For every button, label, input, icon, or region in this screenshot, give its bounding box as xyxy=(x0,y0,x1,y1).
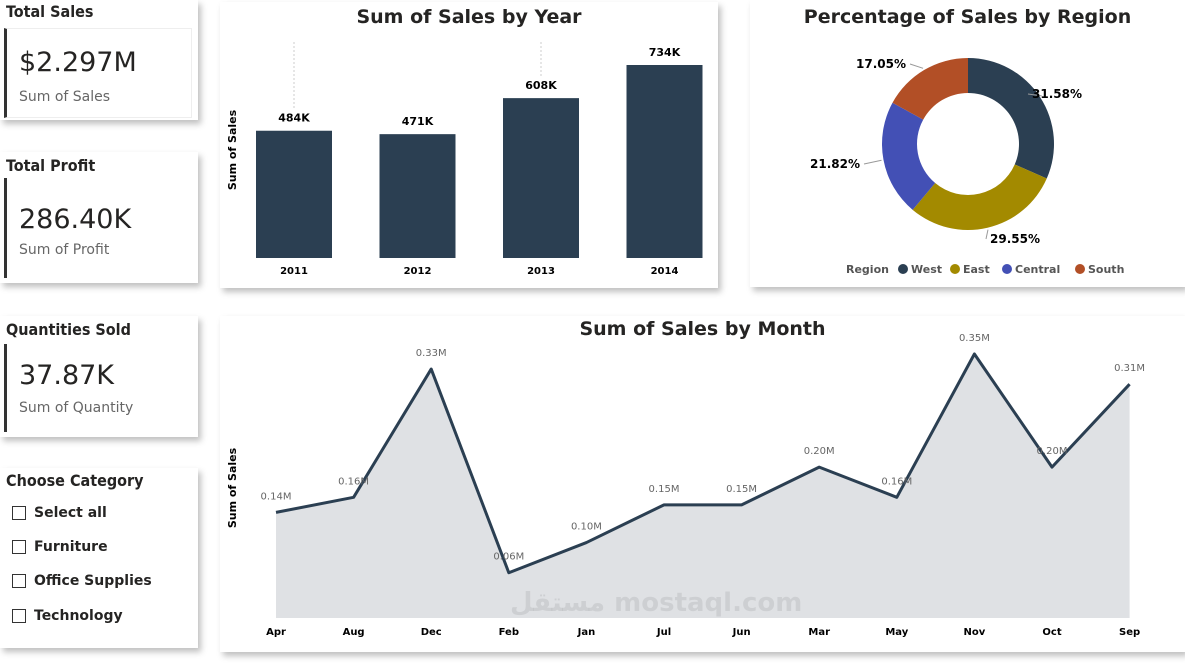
chart-title: Percentage of Sales by Region xyxy=(803,6,1132,28)
kpi-label: Sum of Profit xyxy=(19,242,110,258)
data-label: 17.05% xyxy=(856,57,906,71)
x-tick-label: Sep xyxy=(1119,627,1140,638)
slicer-item-office-supplies[interactable]: Office Supplies xyxy=(12,573,152,589)
legend-item: West xyxy=(911,263,942,276)
bar-2011 xyxy=(256,130,332,258)
kpi-value: $2.297M xyxy=(19,47,137,78)
x-tick-label: Jan xyxy=(577,627,596,638)
item-label: Technology xyxy=(34,608,123,624)
x-tick-label: Jul xyxy=(656,627,671,638)
kpi-value: 286.40K xyxy=(19,204,132,235)
kpi-title: Total Sales xyxy=(6,2,94,21)
slice-East xyxy=(912,164,1047,231)
data-label: 0.31M xyxy=(1114,363,1145,374)
legend-marker xyxy=(1075,264,1085,274)
legend-item: South xyxy=(1088,263,1124,276)
x-tick-label: Aug xyxy=(343,627,365,638)
leader-line xyxy=(863,159,882,165)
data-label: 471K xyxy=(402,115,434,128)
chart-title: Sum of Sales by Year xyxy=(356,6,582,28)
data-label: 0.16M xyxy=(338,476,369,487)
data-label: 484K xyxy=(278,112,310,125)
data-label: 0.15M xyxy=(726,484,757,495)
x-tick-label: 2013 xyxy=(527,266,555,277)
total-profit-card: Total Profit 286.40K Sum of Profit xyxy=(0,152,198,283)
item-label: Furniture xyxy=(34,539,108,555)
item-label: Select all xyxy=(34,505,107,521)
data-label: 0.35M xyxy=(959,333,990,344)
x-tick-label: Apr xyxy=(266,627,286,638)
donut-plot: 31.58% 29.55% 21.82% 17.05% Region West East Ce… xyxy=(810,57,1124,276)
data-label: 0.33M xyxy=(416,348,447,359)
watermark: مستقل mostaql.com xyxy=(510,588,803,618)
bar-2014 xyxy=(626,65,703,258)
x-tick-label: Mar xyxy=(808,627,830,638)
x-tick-label: 2014 xyxy=(651,266,679,277)
category-slicer: Choose Category Select all Furniture Off… xyxy=(0,468,198,648)
slice-South xyxy=(892,58,968,120)
area-fill xyxy=(276,354,1130,618)
slicer-item-furniture[interactable]: Furniture xyxy=(12,539,108,555)
checkbox[interactable] xyxy=(12,609,26,623)
item-label: Office Supplies xyxy=(34,573,152,589)
checkbox[interactable] xyxy=(12,574,26,588)
slicer-title: Choose Category xyxy=(6,471,144,490)
area-plot: Sum of Sales 0.14M Apr 0.16M Aug 0.33M Dec 0.0… xyxy=(226,333,1145,638)
total-sales-card: Total Sales $2.297M Sum of Sales xyxy=(0,0,198,120)
kpi-label: Sum of Sales xyxy=(19,89,111,105)
x-tick-label: 2011 xyxy=(280,266,308,277)
kpi-label: Sum of Quantity xyxy=(19,400,134,416)
leader-line xyxy=(909,63,924,69)
sales-by-month-chart: Sum of Sales by Month Sum of Sales 0.14M… xyxy=(220,316,1185,652)
x-tick-label: Jun xyxy=(732,627,751,638)
leader-line xyxy=(1027,93,1042,97)
x-tick-label: Nov xyxy=(964,627,986,638)
kpi-title: Total Profit xyxy=(6,156,96,175)
data-label: 0.20M xyxy=(804,446,835,457)
legend-title: Region xyxy=(846,263,889,276)
series-line xyxy=(275,352,1131,575)
data-label: 21.82% xyxy=(810,157,860,171)
legend-item: Central xyxy=(1015,263,1060,276)
x-tick-label: 2012 xyxy=(404,266,432,277)
slicer-item-select-all[interactable]: Select all xyxy=(12,505,107,521)
legend-marker xyxy=(1002,264,1012,274)
sales-by-year-chart: Sum of Sales by Year Sum of Sales 484K 20… xyxy=(220,2,718,288)
leader-line xyxy=(985,229,989,240)
bar-plot: Sum of Sales 484K 2011 471K 2012 608K 2013 734… xyxy=(226,42,703,277)
data-label: 0.16M xyxy=(881,476,912,487)
data-label: 0.15M xyxy=(649,484,680,495)
data-label: 0.20M xyxy=(1037,446,1068,457)
legend-marker xyxy=(898,264,908,274)
data-label: 31.58% xyxy=(1032,87,1082,101)
chart-title: Sum of Sales by Month xyxy=(579,318,826,340)
kpi-value: 37.87K xyxy=(19,360,115,391)
slice-West xyxy=(968,58,1054,179)
slicer-item-technology[interactable]: Technology xyxy=(12,608,123,624)
data-label: 29.55% xyxy=(990,232,1040,246)
data-label: 608K xyxy=(525,79,557,92)
y-axis-label: Sum of Sales xyxy=(226,447,239,528)
slice-Central xyxy=(882,102,936,210)
checkbox[interactable] xyxy=(12,506,26,520)
legend-item: East xyxy=(963,263,990,276)
data-label: 0.10M xyxy=(571,522,602,533)
data-label: 734K xyxy=(649,46,681,59)
x-tick-label: Feb xyxy=(499,627,519,638)
bar-2012 xyxy=(379,134,456,258)
x-tick-label: May xyxy=(885,627,908,638)
legend-marker xyxy=(950,264,960,274)
sales-by-region-chart: Percentage of Sales by Region 31.58% 29.5… xyxy=(750,0,1185,287)
y-axis-label: Sum of Sales xyxy=(226,109,239,190)
checkbox[interactable] xyxy=(12,540,26,554)
kpi-title: Quantities Sold xyxy=(6,320,131,339)
data-label: 0.06M xyxy=(493,552,524,563)
quantities-card: Quantities Sold 37.87K Sum of Quantity xyxy=(0,316,198,437)
x-tick-label: Dec xyxy=(421,627,442,638)
bar-2013 xyxy=(503,98,579,258)
x-tick-label: Oct xyxy=(1042,627,1061,638)
data-label: 0.14M xyxy=(261,491,292,502)
